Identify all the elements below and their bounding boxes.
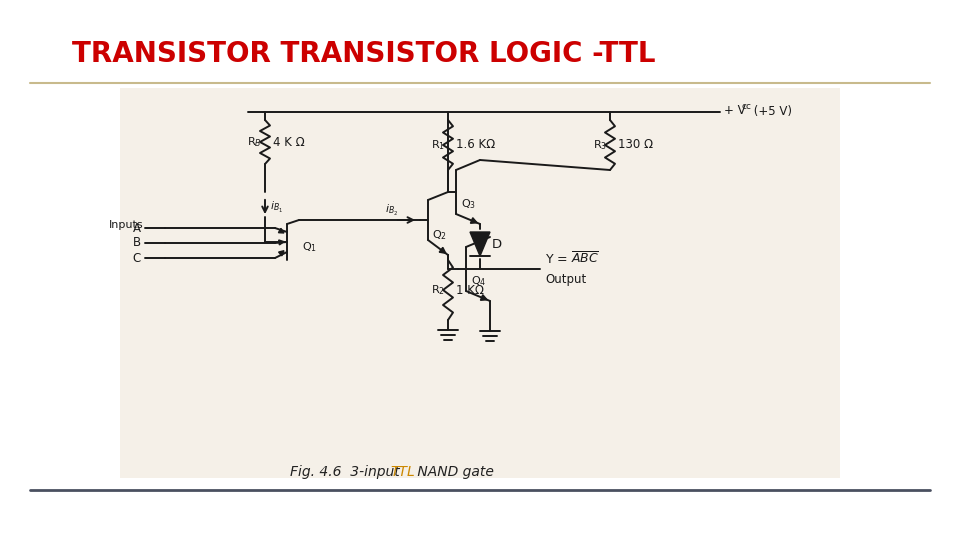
Text: TTL: TTL xyxy=(390,465,415,479)
Text: $i_{B_1}$: $i_{B_1}$ xyxy=(270,199,283,214)
Text: 4 K Ω: 4 K Ω xyxy=(273,136,304,148)
Text: Y = $\overline{ABC}$: Y = $\overline{ABC}$ xyxy=(545,251,599,267)
Polygon shape xyxy=(470,218,477,223)
Bar xyxy=(120,88,840,478)
Text: Inputs: Inputs xyxy=(108,220,143,230)
Text: 1.6 KΩ: 1.6 KΩ xyxy=(456,138,495,152)
Text: cc: cc xyxy=(741,102,751,111)
Polygon shape xyxy=(278,240,284,245)
Text: + V: + V xyxy=(724,105,746,118)
Text: Q$_1$: Q$_1$ xyxy=(302,240,317,254)
Text: 130 Ω: 130 Ω xyxy=(618,138,653,152)
Text: $i_{B_2}$: $i_{B_2}$ xyxy=(385,202,398,218)
Text: TRANSISTOR TRANSISTOR LOGIC -TTL: TRANSISTOR TRANSISTOR LOGIC -TTL xyxy=(72,40,656,68)
Text: B: B xyxy=(132,237,141,249)
Text: (+5 V): (+5 V) xyxy=(750,105,792,118)
Text: R$_1$: R$_1$ xyxy=(431,138,445,152)
Text: D: D xyxy=(492,238,502,251)
Text: R$_2$: R$_2$ xyxy=(431,283,445,297)
Polygon shape xyxy=(278,251,284,256)
Polygon shape xyxy=(439,247,445,253)
Text: Q$_2$: Q$_2$ xyxy=(432,228,447,242)
Polygon shape xyxy=(480,295,487,300)
Text: R$_3$: R$_3$ xyxy=(593,138,607,152)
Text: Fig. 4.6  3-input: Fig. 4.6 3-input xyxy=(290,465,404,479)
Polygon shape xyxy=(470,232,490,256)
Text: Output: Output xyxy=(545,273,587,286)
Text: 1 KΩ: 1 KΩ xyxy=(456,284,484,296)
Polygon shape xyxy=(278,228,284,233)
Text: NAND gate: NAND gate xyxy=(413,465,493,479)
Text: R$_B$: R$_B$ xyxy=(248,135,262,149)
Text: A: A xyxy=(133,221,141,234)
Text: C: C xyxy=(132,252,141,265)
Text: Q$_4$: Q$_4$ xyxy=(471,274,487,288)
Text: Q$_3$: Q$_3$ xyxy=(461,197,476,211)
